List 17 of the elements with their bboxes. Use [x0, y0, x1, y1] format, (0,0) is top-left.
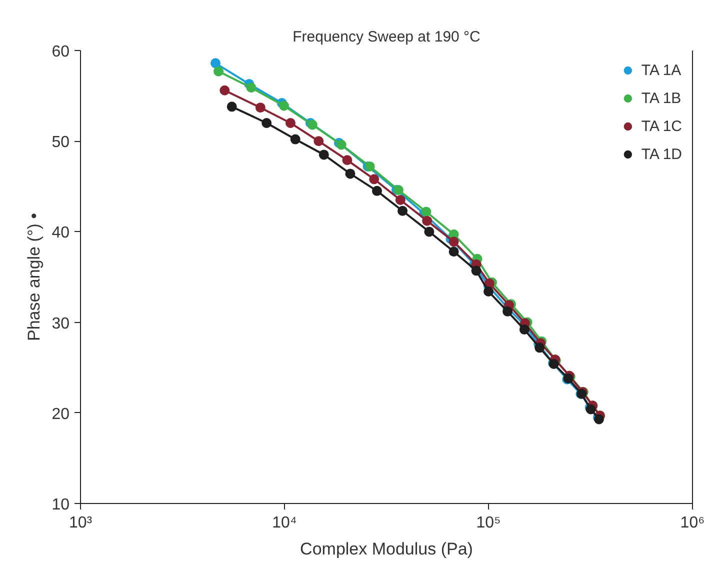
y-axis-title: Phase angle (°) • — [24, 212, 44, 342]
y-tick-label: 40 — [52, 224, 70, 242]
y-tick-label: 20 — [52, 406, 70, 423]
x-tick-label: 10⁴ — [272, 514, 297, 532]
legend-label: TA 1D — [641, 146, 682, 162]
chart-title: Frequency Sweep at 190 °C — [292, 28, 481, 46]
y-tick-label: 30 — [52, 315, 70, 332]
legend-label: TA 1C — [641, 118, 682, 134]
x-axis-title: Complex Modulus (Pa) — [300, 540, 473, 558]
x-tick-label: 10³ — [68, 514, 93, 532]
legend-label: TA 1B — [641, 90, 682, 106]
y-tick-label: 50 — [52, 134, 70, 152]
x-tick-label: 10⁵ — [476, 514, 501, 532]
x-tick-label: 10⁶ — [680, 514, 705, 532]
y-tick-label: 10 — [52, 496, 70, 514]
y-tick-label: 60 — [52, 44, 70, 60]
legend-label: TA 1A — [641, 62, 682, 78]
